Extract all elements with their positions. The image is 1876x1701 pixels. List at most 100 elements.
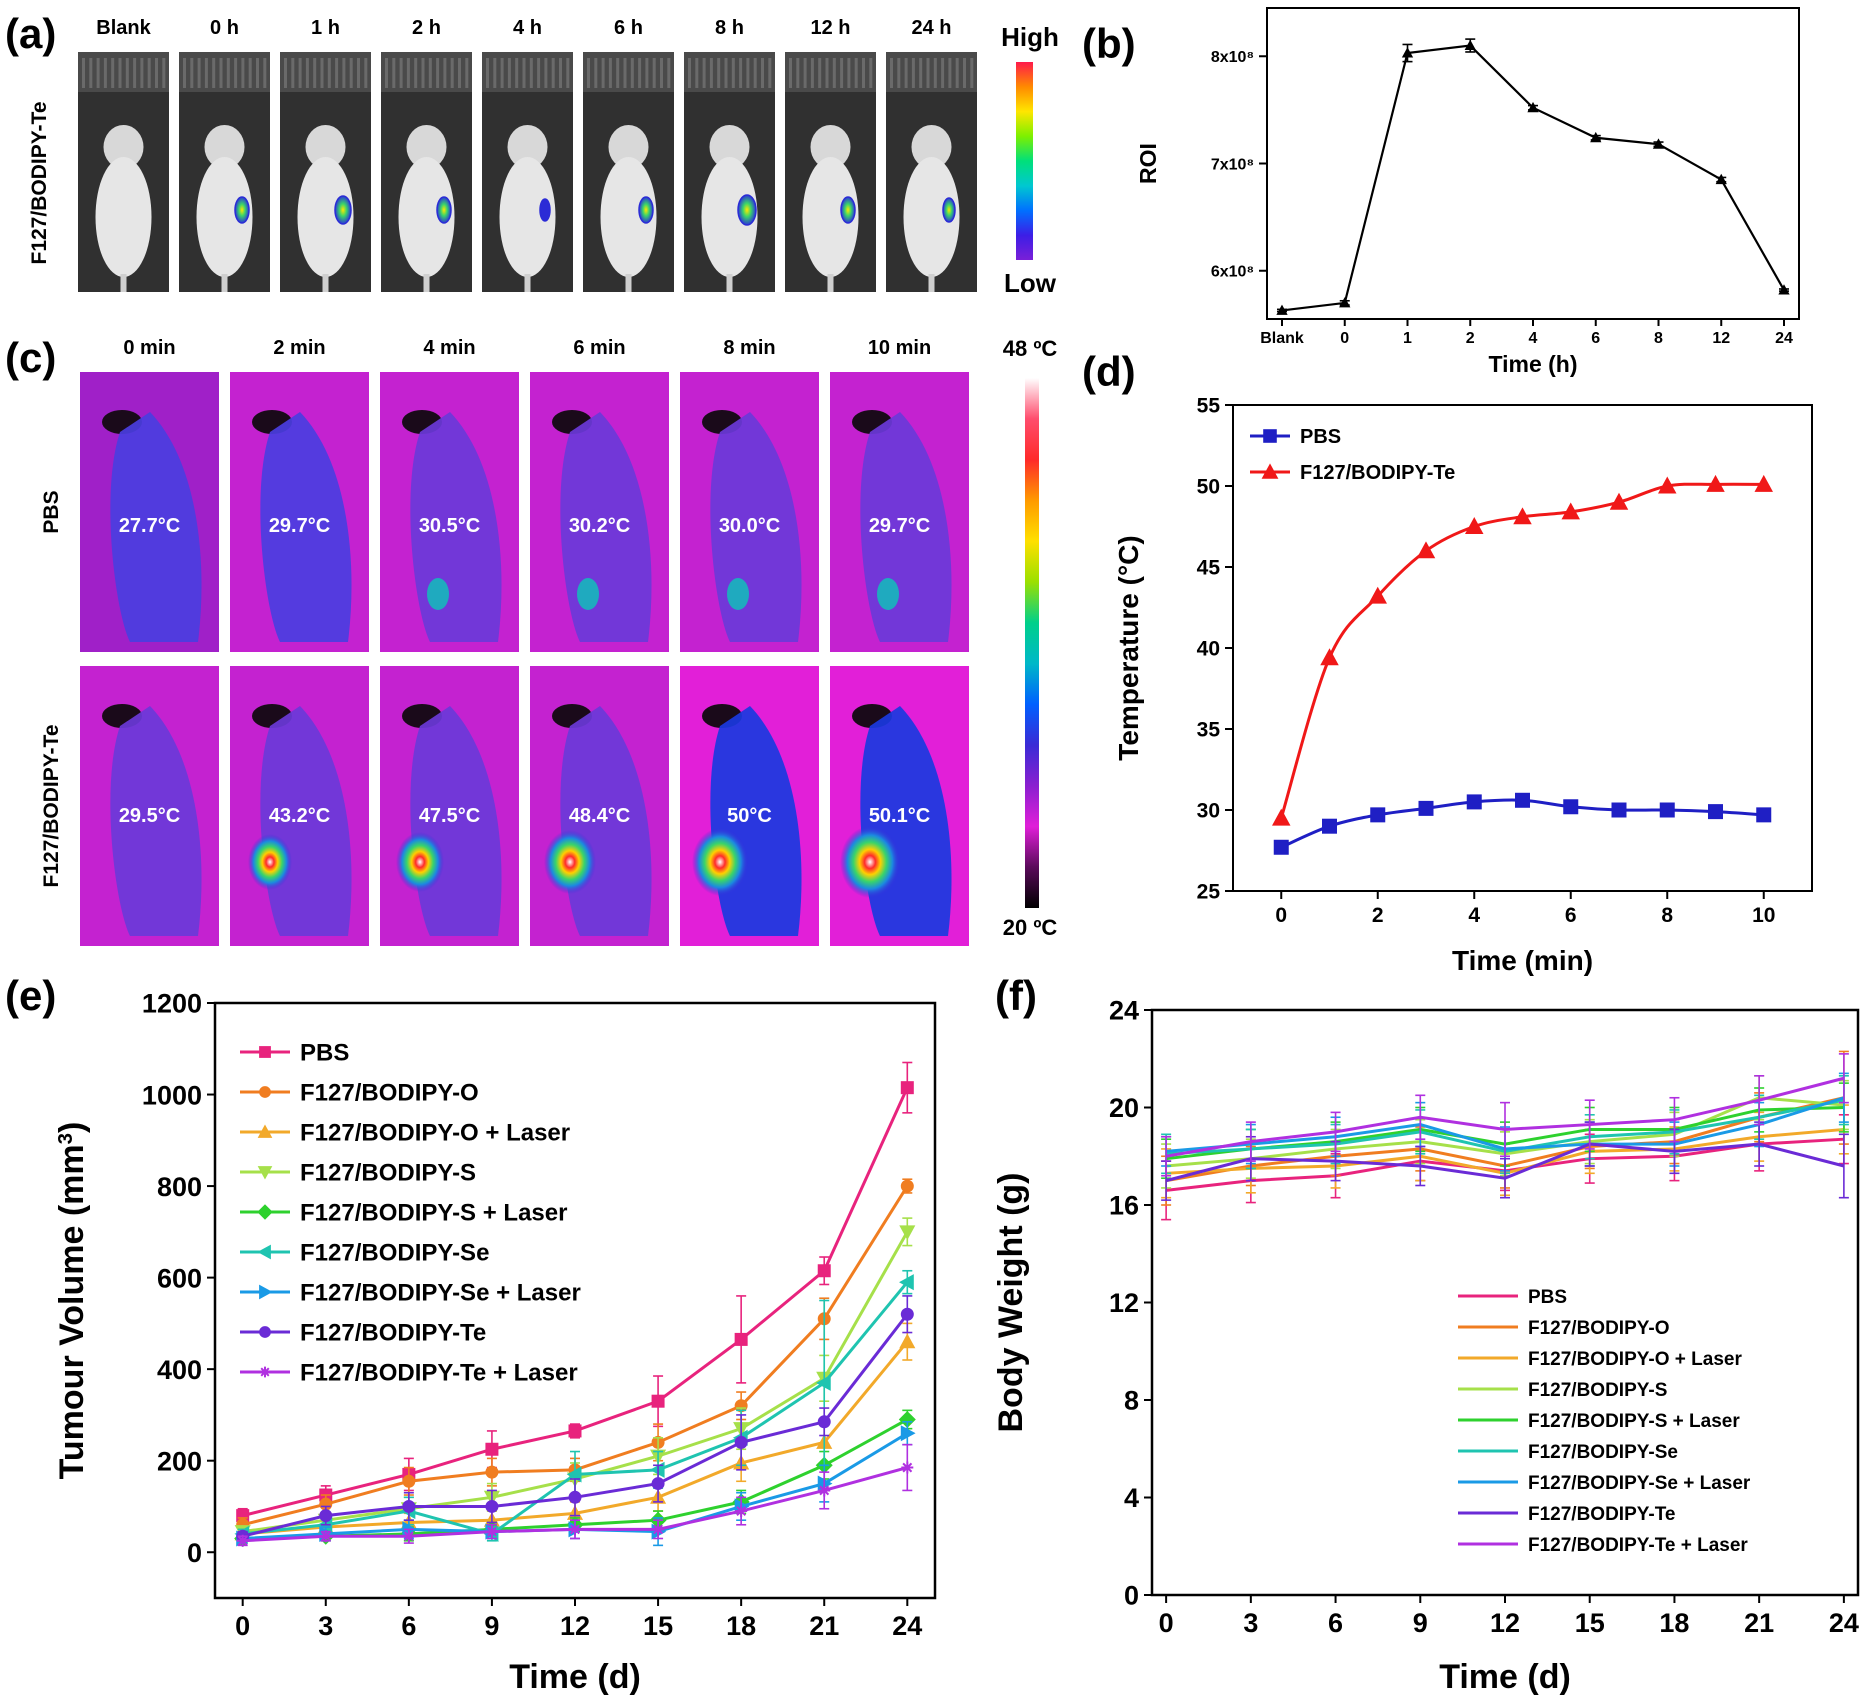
- data-point: [1659, 802, 1675, 818]
- panel-letter-c: (c): [5, 334, 56, 381]
- y-tick-label: 12: [1109, 1288, 1139, 1318]
- cage-bar: [761, 58, 764, 88]
- cage-bar: [89, 58, 93, 88]
- plot-frame: [1266, 7, 1800, 320]
- data-point: [900, 1425, 916, 1442]
- data-point: [485, 1442, 499, 1456]
- cage-bar: [103, 58, 107, 88]
- data-point: [899, 1274, 914, 1291]
- series-line: [1279, 482, 1764, 819]
- legend-entry: F127/BODIPY-Se + Laser: [1528, 1473, 1751, 1494]
- data-point: [568, 1490, 582, 1504]
- x-axis-label: Time (h): [1488, 351, 1577, 377]
- x-tick-label: 6: [1328, 1608, 1343, 1638]
- cage-bar: [544, 58, 548, 88]
- cage-bar: [926, 58, 930, 88]
- series-8: [236, 1443, 914, 1547]
- data-point: [319, 1509, 333, 1523]
- cage-bar: [147, 58, 151, 88]
- cage-bar: [638, 58, 642, 88]
- column-label: 24 h: [911, 17, 951, 39]
- cage-bar: [305, 58, 309, 88]
- cage-bar: [970, 58, 974, 88]
- y-tick-label: 0: [1124, 1581, 1139, 1611]
- x-tick-label: 21: [1744, 1608, 1774, 1638]
- panel-letter-a: (a): [5, 10, 56, 57]
- panel-a: (a) F127/BODIPY-Te Blank 0 h 1 h 2 h 4 h 6 h 8 h…: [5, 10, 1059, 298]
- cage-bar: [335, 58, 339, 88]
- data-point: [1513, 507, 1532, 525]
- mouse-body: [95, 157, 152, 277]
- mouse-head: [810, 125, 851, 169]
- y-axis-label-end: ): [53, 1122, 91, 1133]
- y-axis-label-text: ROI: [1135, 143, 1161, 184]
- y-tick-label: 45: [1197, 557, 1221, 580]
- y-axis-label-text: Temperature (°C): [1113, 535, 1144, 760]
- cage-bar: [515, 58, 519, 88]
- mouse-head: [709, 125, 750, 169]
- cage-bar: [118, 58, 122, 88]
- cage-bar: [392, 58, 396, 88]
- legend-entry: F127/BODIPY-S + Laser: [300, 1200, 567, 1227]
- cage-bar: [717, 58, 721, 88]
- cage-bar: [709, 58, 713, 88]
- x-tick-label: 6: [1591, 330, 1600, 347]
- cage-bar: [486, 58, 489, 88]
- colorbar-c: [1025, 378, 1039, 908]
- cage-bar: [155, 58, 158, 88]
- data-point: [402, 1499, 416, 1513]
- colorbar-top-label: 48 ºC: [1003, 336, 1058, 361]
- x-tick-label: 24: [892, 1611, 922, 1641]
- row-label-c: F127/BODIPY-Te: [40, 725, 63, 888]
- legend-marker: [257, 1166, 273, 1180]
- tumor-hotspot: [396, 832, 444, 892]
- cage-bar: [96, 58, 100, 88]
- cage-bar: [140, 58, 144, 88]
- column-label: 12 h: [810, 17, 850, 39]
- mouse-body-thermal: [110, 706, 202, 936]
- data-point: [734, 1332, 748, 1346]
- data-point: [1401, 47, 1414, 58]
- temperature-readout: 48.4°C: [569, 805, 630, 827]
- cage-bar: [695, 58, 699, 88]
- cage-bar: [854, 58, 858, 88]
- cage-bar: [399, 58, 403, 88]
- tumor-region: [877, 578, 899, 610]
- cage-bar: [803, 58, 807, 88]
- y-tick-label: 200: [157, 1446, 202, 1476]
- data-point: [1273, 839, 1289, 855]
- x-tick-label: 21: [809, 1611, 839, 1641]
- tumor-region: [427, 578, 449, 610]
- legend-marker: [257, 1204, 273, 1220]
- cage-bar: [241, 58, 245, 88]
- x-tick-label: 2: [1466, 330, 1475, 347]
- x-tick-label: 18: [726, 1611, 756, 1641]
- series-line: [1281, 44, 1785, 312]
- cage-bar: [82, 58, 85, 88]
- data-point: [569, 1523, 581, 1536]
- y-axis-label: Temperature (°C): [1113, 535, 1144, 760]
- y-tick-label: 55: [1197, 395, 1221, 418]
- legend-entry: F127/BODIPY-Te + Laser: [300, 1360, 578, 1387]
- data-point: [651, 1394, 665, 1408]
- cage-bar: [421, 58, 425, 88]
- legend-marker: [259, 1046, 271, 1058]
- panel-letter: (e): [5, 972, 56, 1019]
- cage-bar: [248, 58, 252, 88]
- signal-spot: [737, 194, 757, 226]
- cage-bar: [537, 58, 541, 88]
- y-tick-label: 16: [1109, 1191, 1139, 1221]
- cage-bar: [284, 58, 287, 88]
- temperature-readout: 50°C: [727, 805, 772, 827]
- x-tick-label: 4: [1468, 904, 1480, 927]
- mouse-body: [903, 157, 960, 277]
- legend-marker: [1261, 463, 1279, 479]
- data-point: [1611, 802, 1627, 818]
- temperature-readout: 29.7°C: [869, 515, 930, 537]
- data-point: [1708, 804, 1723, 820]
- cage-bar: [955, 58, 959, 88]
- temperature-readout: 30.5°C: [419, 515, 480, 537]
- y-tick-label: 0: [187, 1538, 202, 1568]
- cage-bar: [443, 58, 447, 88]
